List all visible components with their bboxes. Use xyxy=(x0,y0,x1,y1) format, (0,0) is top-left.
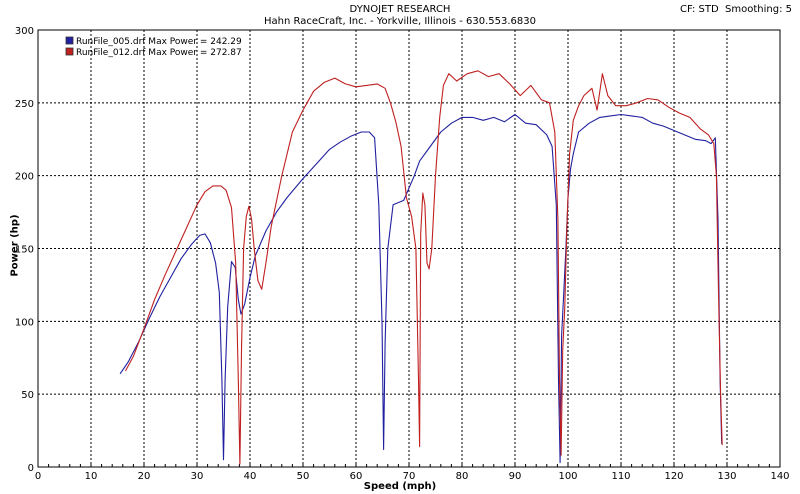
y-tick-label: 200 xyxy=(15,172,34,183)
legend-swatch-1 xyxy=(65,36,74,45)
correction-factor-info: CF: STD Smoothing: 5 xyxy=(680,4,792,15)
x-axis-label: Speed (mph) xyxy=(363,481,437,492)
x-tick-label: 70 xyxy=(403,471,416,482)
series-line-1 xyxy=(119,113,723,464)
x-tick-label: 20 xyxy=(138,471,151,482)
x-tick-label: 110 xyxy=(611,471,630,482)
x-tick-label: 120 xyxy=(664,471,683,482)
x-tick-label: 80 xyxy=(456,471,469,482)
chart-title: DYNOJET RESEARCH xyxy=(349,4,451,15)
y-tick-label: 150 xyxy=(15,245,34,256)
x-tick-label: 50 xyxy=(297,471,310,482)
y-axis-label: Power (hp) xyxy=(9,214,21,277)
x-tick-label: 100 xyxy=(558,471,577,482)
x-tick-label: 90 xyxy=(509,471,522,482)
y-tick-label: 0 xyxy=(28,463,34,474)
y-tick-label: 300 xyxy=(15,26,34,37)
legend-label-2: RunFile_012.drf Max Power = 272.87 xyxy=(76,48,242,58)
y-tick-label: 50 xyxy=(21,390,34,401)
x-tick-label: 60 xyxy=(350,471,363,482)
series-line-2 xyxy=(125,70,723,465)
legend-swatch-2 xyxy=(65,47,74,56)
y-tick-label: 250 xyxy=(15,99,34,110)
legend-label-1: RunFile_005.drf Max Power = 242.29 xyxy=(76,37,242,47)
x-tick-label: 40 xyxy=(244,471,257,482)
x-tick-label: 10 xyxy=(85,471,98,482)
chart-subtitle: Hahn RaceCraft, Inc. - Yorkville, Illino… xyxy=(263,16,537,27)
x-tick-label: 30 xyxy=(191,471,204,482)
x-tick-label: 0 xyxy=(35,471,41,482)
x-tick-label: 130 xyxy=(717,471,736,482)
x-tick-label: 140 xyxy=(770,471,789,482)
y-tick-label: 100 xyxy=(15,317,34,328)
